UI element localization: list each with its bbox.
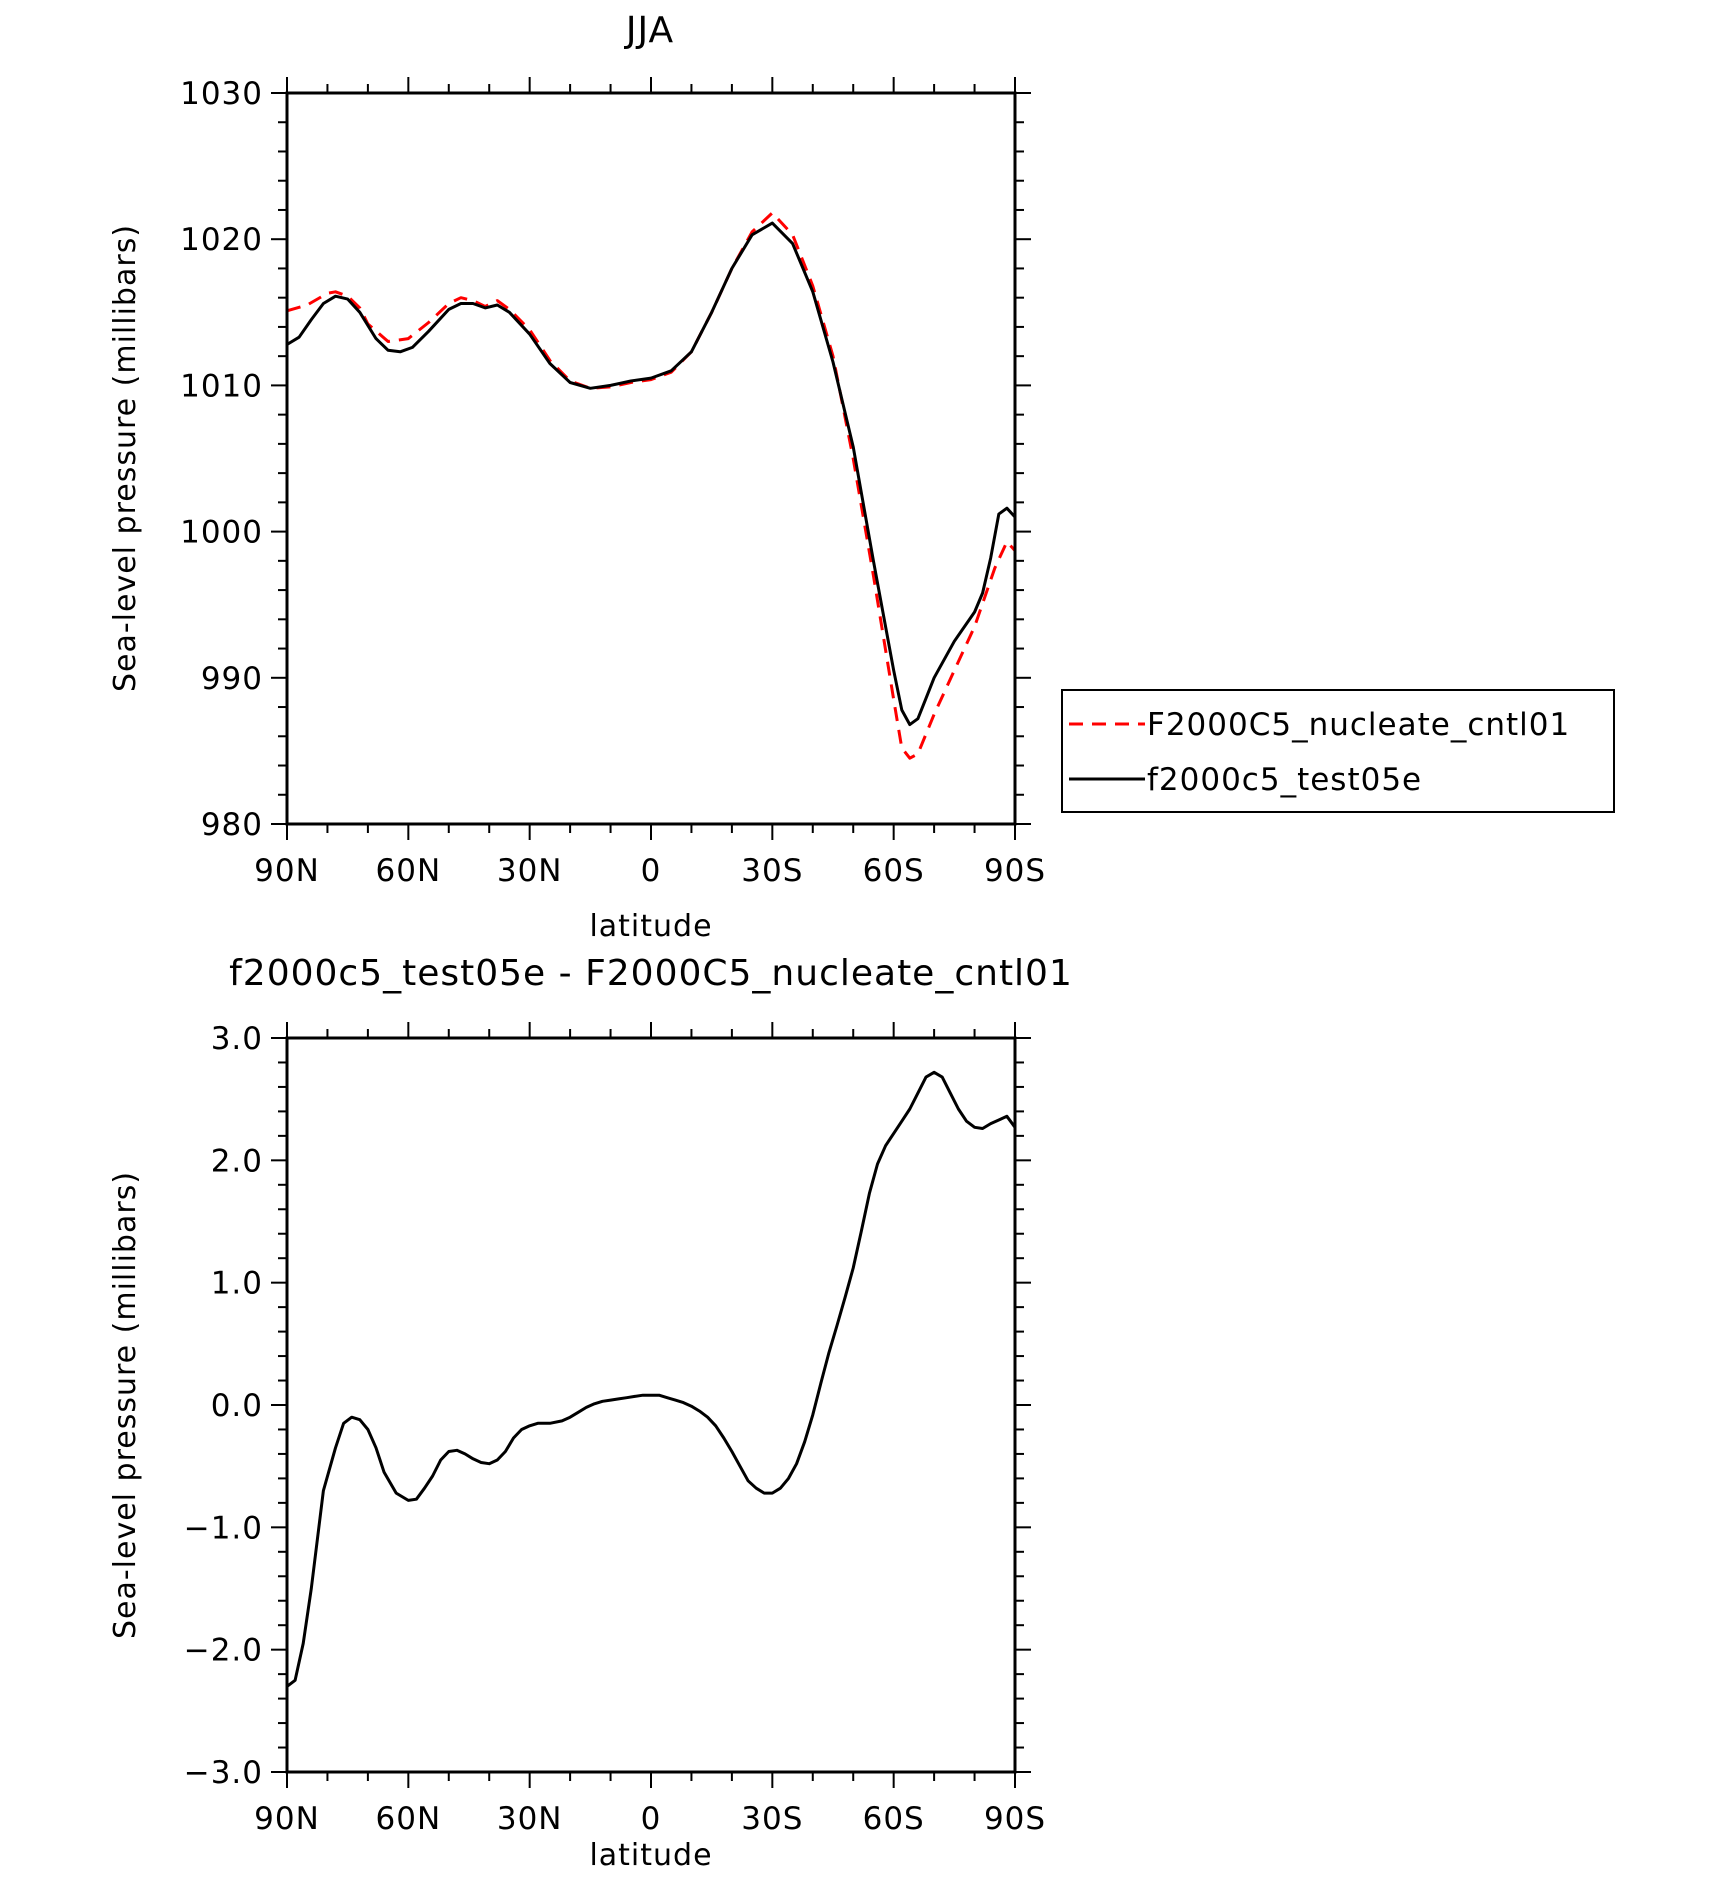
chart-title: f2000c5_test05e - F2000C5_nucleate_cntl0…	[229, 953, 1073, 994]
legend-label-test05e: f2000c5_test05e	[1147, 762, 1422, 798]
plot-frame	[285, 91, 1017, 826]
x-tick-label: 90S	[984, 853, 1046, 889]
y-tick-label: −2.0	[184, 1633, 263, 1669]
y-tick-label: 1.0	[211, 1266, 263, 1302]
pressure-difference-chart: f2000c5_test05e - F2000C5_nucleate_cntl0…	[108, 953, 1073, 1873]
y-axis-label: Sea-level pressure (millibars)	[108, 224, 143, 692]
y-tick-label: 990	[201, 661, 263, 697]
x-tick-label: 60N	[376, 1801, 442, 1837]
x-tick-label: 0	[641, 1801, 662, 1837]
x-tick-label: 30N	[497, 853, 563, 889]
x-tick-label: 60S	[863, 1801, 925, 1837]
y-tick-label: −1.0	[184, 1510, 263, 1546]
x-axis-label: latitude	[589, 1838, 712, 1873]
y-tick-label: 980	[201, 807, 263, 843]
x-tick-labels: 90N 60N 30N 0 30S 60S 90S	[254, 853, 1046, 889]
y-tick-label: 1030	[180, 76, 263, 112]
x-tick-label: 0	[641, 853, 662, 889]
x-tick-label: 90N	[254, 1801, 320, 1837]
y-tick-labels: 980 990 1000 1010 1020 1030	[180, 76, 263, 843]
series-line-0	[286, 211, 1017, 760]
y-tick-label: −3.0	[184, 1755, 263, 1791]
legend: F2000C5_nucleate_cntl01 f2000c5_test05e	[1061, 689, 1615, 813]
x-tick-label: 30S	[741, 853, 803, 889]
x-tick-label: 60S	[863, 853, 925, 889]
series-line-1	[286, 221, 1017, 727]
x-axis-label: latitude	[589, 909, 712, 944]
x-tick-labels: 90N 60N 30N 0 30S 60S 90S	[254, 1801, 1046, 1837]
y-tick-label: 1020	[180, 222, 263, 258]
y-tick-label: 3.0	[211, 1021, 263, 1057]
x-tick-label: 90N	[254, 853, 320, 889]
tick-marks	[271, 1022, 1031, 1788]
y-tick-label: 2.0	[211, 1143, 263, 1179]
x-tick-label: 90S	[984, 1801, 1046, 1837]
y-tick-label: 1000	[180, 515, 263, 551]
x-tick-label: 60N	[376, 853, 442, 889]
tick-marks	[271, 77, 1031, 840]
sea-level-pressure-chart: JJA 980 990 1000 1010 1020 1030 90N 60N 30N 0 30S…	[108, 10, 1615, 944]
x-tick-label: 30N	[497, 1801, 563, 1837]
chart-title: JJA	[624, 10, 674, 51]
y-tick-label: 0.0	[211, 1388, 263, 1424]
legend-box	[1061, 689, 1615, 813]
series-group	[286, 211, 1017, 760]
y-tick-labels: −3.0 −2.0 −1.0 0.0 1.0 2.0 3.0	[184, 1021, 263, 1791]
plot-frame	[285, 1036, 1017, 1774]
series-line-0	[286, 1070, 1017, 1688]
x-tick-label: 30S	[741, 1801, 803, 1837]
y-tick-label: 1010	[180, 368, 263, 404]
legend-label-cntl01: F2000C5_nucleate_cntl01	[1147, 707, 1570, 743]
series-group	[286, 1070, 1017, 1688]
y-axis-label: Sea-level pressure (millibars)	[108, 1171, 143, 1639]
